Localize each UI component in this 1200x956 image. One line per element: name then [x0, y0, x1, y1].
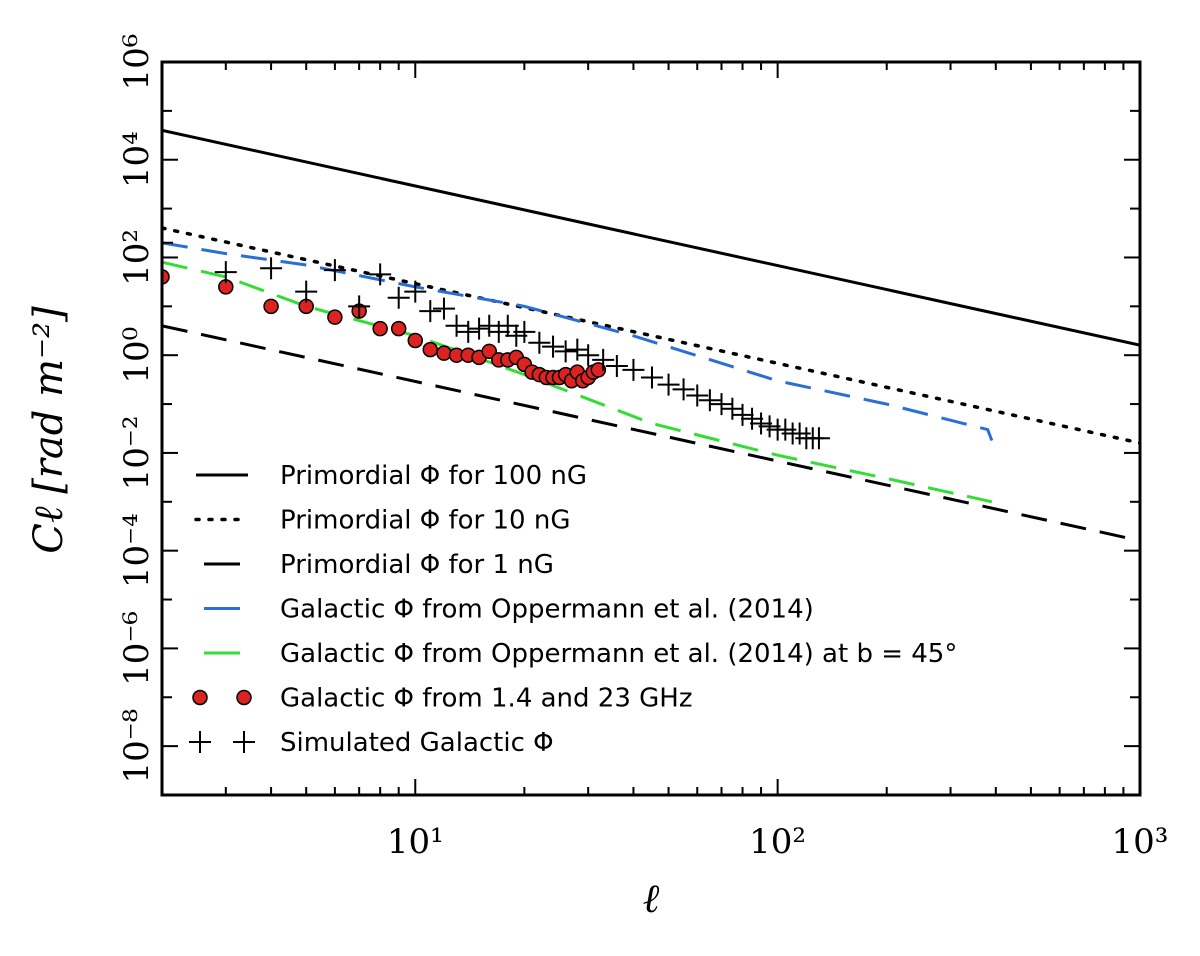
data-point-plus — [750, 412, 773, 435]
data-point-plus — [686, 384, 709, 407]
data-point-circle — [422, 341, 439, 358]
data-point-circle — [481, 343, 497, 360]
data-point-plus — [731, 403, 754, 426]
legend-swatch — [192, 689, 208, 706]
data-point-plus — [387, 286, 410, 309]
legend: Primordial Φ for 100 nG Primordial Φ for … — [189, 461, 957, 758]
data-point-plus — [710, 393, 733, 416]
legend-item: Galactic Φ from 1.4 and 23 GHz — [192, 684, 693, 714]
data-point-plus — [404, 280, 427, 303]
data-point-plus — [323, 259, 346, 282]
data-point-plus — [487, 320, 510, 343]
data-point-plus — [348, 295, 371, 318]
data-point-plus — [622, 358, 645, 381]
data-point-plus — [419, 300, 442, 323]
legend-item: Primordial Φ for 100 nG — [196, 461, 587, 491]
data-point-circle — [590, 362, 607, 378]
data-point-plus — [445, 314, 468, 337]
x-tick-label: 10² — [749, 822, 806, 862]
legend-label: Primordial Φ for 100 nG — [280, 461, 587, 491]
data-point-plus — [369, 263, 392, 286]
data-point-plus — [566, 338, 589, 361]
data-point-circle — [407, 332, 424, 349]
x-tick-label: 10¹ — [387, 822, 444, 862]
tick-labels: 10¹ 10² 10³ 10⁶ 10⁴ 10² 10⁰ 10⁻² 10⁻⁴ 10⁻⁶ 10⁻⁸ — [117, 34, 1168, 862]
data-point-plus — [162, 231, 173, 254]
y-tick-label: 10⁻⁶ — [117, 611, 157, 686]
data-point-circle — [436, 345, 452, 361]
legend-item: Primordial Φ for 1 nG — [204, 550, 554, 580]
y-tick-label: 10⁻² — [117, 416, 157, 491]
y-axis-title: Cℓ [rad m⁻²] — [26, 306, 72, 554]
legend-label: Galactic Φ from 1.4 and 23 GHz — [280, 684, 693, 714]
data-point-plus — [657, 373, 680, 396]
series-line-0 — [162, 128, 1140, 347]
x-axis-title: ℓ — [643, 876, 660, 922]
data-point-circle — [372, 320, 388, 337]
data-point-plus — [577, 344, 600, 367]
x-tick-label: 10³ — [1112, 822, 1169, 862]
data-point-plus — [741, 407, 764, 430]
data-point-plus — [214, 261, 237, 284]
legend-label: Primordial Φ for 1 nG — [280, 550, 554, 580]
legend-label: Primordial Φ for 10 nG — [280, 506, 570, 536]
series-line-1 — [162, 226, 1140, 445]
legend-swatch — [189, 731, 211, 753]
data-point-plus — [513, 320, 536, 343]
data-point-plus — [542, 335, 565, 358]
data-point-plus — [528, 331, 551, 354]
legend-item: Galactic Φ from Oppermann et al. (2014) … — [204, 639, 957, 669]
legend-item: Galactic Φ from Oppermann et al. (2014) — [204, 595, 814, 625]
data-point-circle — [327, 309, 343, 325]
data-point-plus — [605, 355, 628, 378]
data-point-plus — [592, 348, 615, 371]
series-layer — [162, 128, 1140, 543]
legend-item: Primordial Φ for 10 nG — [194, 506, 570, 536]
y-tick-label: 10⁻⁸ — [117, 709, 157, 784]
data-point-plus — [554, 340, 577, 363]
y-tick-label: 10⁶ — [117, 34, 157, 91]
data-point-plus — [698, 389, 721, 412]
data-point-plus — [468, 317, 491, 340]
data-point-plus — [496, 314, 519, 337]
data-point-circle — [162, 269, 170, 285]
series-line-3 — [162, 241, 994, 442]
data-point-plus — [672, 378, 695, 401]
legend-swatch — [236, 689, 252, 706]
data-point-circle — [390, 320, 407, 337]
data-point-plus — [260, 257, 283, 280]
data-point-plus — [295, 280, 318, 303]
data-point-plus — [640, 366, 663, 389]
y-tick-label: 10⁰ — [117, 327, 157, 384]
series-line-4 — [162, 260, 993, 504]
data-point-circle — [263, 298, 279, 315]
legend-label: Galactic Φ from Oppermann et al. (2014) — [280, 595, 814, 625]
y-tick-label: 10⁻⁴ — [117, 513, 157, 588]
series-line-2 — [162, 324, 1140, 543]
y-tick-label: 10² — [117, 229, 157, 286]
legend-label: Simulated Galactic Φ — [280, 728, 554, 758]
plot-frame — [160, 60, 1142, 797]
legend-swatch — [233, 731, 255, 753]
data-point-plus — [721, 397, 744, 420]
data-point-plus — [432, 297, 455, 320]
data-point-plus — [478, 314, 501, 337]
data-point-plus — [807, 427, 830, 450]
legend-label: Galactic Φ from Oppermann et al. (2014) … — [280, 639, 957, 669]
data-point-plus — [457, 320, 480, 343]
legend-item: Simulated Galactic Φ — [189, 728, 554, 758]
y-tick-label: 10⁴ — [117, 131, 157, 188]
